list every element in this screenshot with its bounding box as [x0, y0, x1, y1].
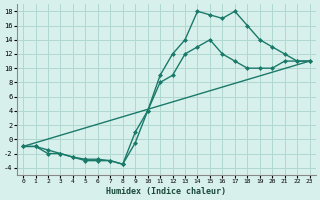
X-axis label: Humidex (Indice chaleur): Humidex (Indice chaleur): [106, 187, 226, 196]
